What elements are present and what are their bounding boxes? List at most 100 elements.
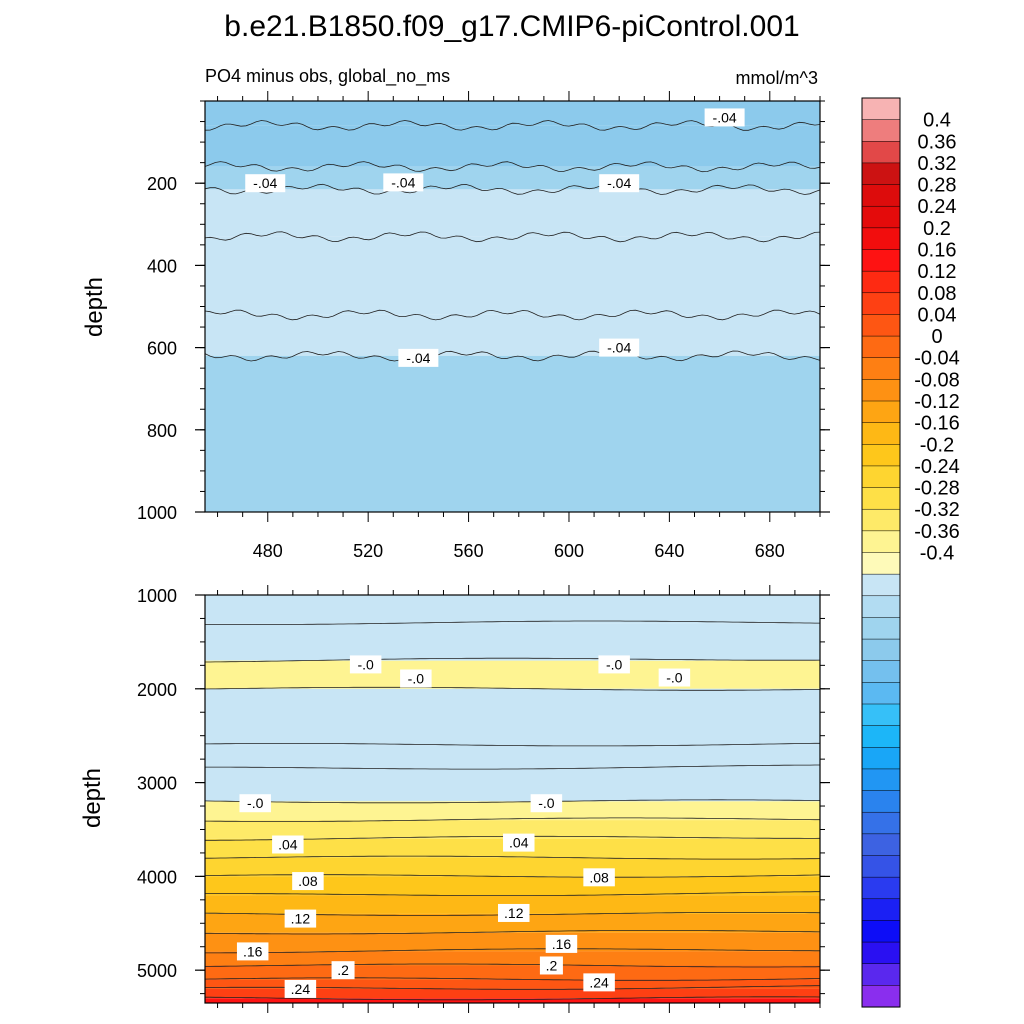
colorbar-cell (861, 920, 901, 943)
contour-label: .16 (243, 943, 263, 959)
contour-label: -.04 (406, 350, 430, 366)
contour-label-box (239, 794, 271, 813)
contour-label: -.0 (357, 656, 374, 672)
contour-line (204, 977, 821, 981)
contour-label-box (383, 173, 424, 192)
contour-label-box (284, 909, 317, 928)
contour-line (204, 161, 821, 173)
colorbar-tick-label: -0.16 (914, 413, 960, 435)
contour-label: -.04 (391, 174, 415, 190)
contour-line (205, 948, 820, 954)
colorbar-cell (861, 660, 901, 683)
y-tick-label: 200 (147, 174, 177, 194)
colorbar-cell (861, 898, 901, 921)
contour-label-box (704, 108, 745, 127)
field-band (205, 932, 820, 952)
colorbar-cell (861, 963, 901, 986)
contour-label-box (331, 961, 355, 980)
colorbar-cell (861, 97, 901, 121)
colorbar-cell (861, 768, 901, 792)
y-tick-label: 5000 (137, 961, 177, 981)
contour-line (205, 996, 821, 1001)
contour-label: -.04 (607, 175, 631, 191)
field-band (205, 595, 820, 624)
colorbar-tick-label: -0.24 (914, 456, 960, 478)
colorbar-tick-label: 0 (931, 326, 942, 348)
contour-line (205, 817, 820, 822)
contour-label: -.04 (607, 340, 631, 356)
colorbar-cell (861, 162, 901, 186)
colorbar-cell (861, 270, 901, 294)
contour-label: .04 (278, 836, 298, 852)
field-band (205, 857, 820, 877)
contour-label-box (284, 979, 317, 998)
contour-label-box (530, 794, 563, 813)
colorbar-cell (861, 314, 901, 337)
field-band (205, 988, 820, 999)
field-band (205, 125, 820, 167)
colorbar-cell (861, 638, 901, 662)
colorbar-cell (861, 833, 901, 857)
colorbar-cell (861, 617, 901, 640)
colorbar-tick-label: 0.2 (923, 218, 951, 240)
colorbar-cell (861, 141, 901, 164)
contour-label-box (292, 872, 324, 891)
contour-line (205, 855, 821, 860)
colorbar-cell (861, 552, 901, 575)
top-panel: 200 400 600 800 1000 480 520 560 600 640 680 -.04 -.… (137, 91, 830, 561)
y-tick-label: 400 (147, 256, 177, 276)
contour-label: .16 (552, 936, 572, 952)
y-tick-label: 800 (147, 421, 177, 441)
field-band (205, 998, 820, 1003)
colorbar-cell (861, 444, 901, 467)
colorbar-tick-label: 0.16 (918, 240, 957, 262)
colorbar-tick-label: -0.4 (920, 543, 954, 565)
top-ylabel: depth (81, 277, 108, 337)
field-band (205, 820, 820, 839)
colorbar-cell (861, 205, 901, 229)
contour-line (204, 183, 821, 195)
field-band (205, 801, 820, 821)
colorbar-tick-label: -0.04 (914, 348, 960, 370)
colorbar-tick-label: 0.08 (918, 283, 957, 305)
contour-label-box (658, 668, 691, 687)
colorbar-tick-label: 0.4 (923, 110, 951, 132)
contour-label: .08 (589, 869, 609, 885)
field-band (205, 768, 820, 802)
colorbar-tick-label: -0.08 (914, 369, 960, 391)
colorbar-tick-label: 0.28 (918, 175, 957, 197)
top-subtitle-right: mmol/m^3 (736, 68, 818, 88)
y-tick-label: 3000 (137, 774, 177, 794)
chart-title: b.e21.B1850.f09_g17.CMIP6-piControl.001 (224, 10, 799, 43)
contour-label: -.04 (713, 109, 737, 125)
contour-label: -.0 (666, 670, 683, 686)
contour-label: .08 (298, 873, 318, 889)
colorbar-tick-label: 0.32 (918, 153, 957, 175)
colorbar-cell (861, 184, 901, 207)
colorbar-cell (861, 811, 901, 835)
colorbar-cell (861, 703, 901, 727)
contour-label: .24 (589, 974, 609, 990)
field-band (205, 660, 820, 689)
colorbar-cell (861, 941, 901, 965)
field-band (205, 623, 820, 661)
colorbar-cell (861, 747, 901, 770)
x-tick-label: 520 (353, 541, 383, 561)
colorbar-cell (861, 465, 901, 489)
contour-line (204, 963, 821, 968)
contour-line (204, 231, 821, 243)
y-tick-label: 1000 (137, 586, 177, 606)
field-band (205, 166, 820, 190)
colorbar-cell (861, 508, 901, 532)
contour-label: .12 (291, 911, 311, 927)
colorbar-frame (861, 97, 901, 1008)
contour-line (205, 657, 821, 663)
colorbar-cell (861, 530, 901, 554)
contour-label-box (503, 833, 535, 852)
contour-label: .2 (337, 962, 349, 978)
colorbar-cell (861, 573, 901, 597)
contour-label-box (545, 934, 578, 953)
field-band (205, 314, 820, 356)
contour-label-box (583, 868, 615, 887)
contour-label: .12 (504, 905, 524, 921)
